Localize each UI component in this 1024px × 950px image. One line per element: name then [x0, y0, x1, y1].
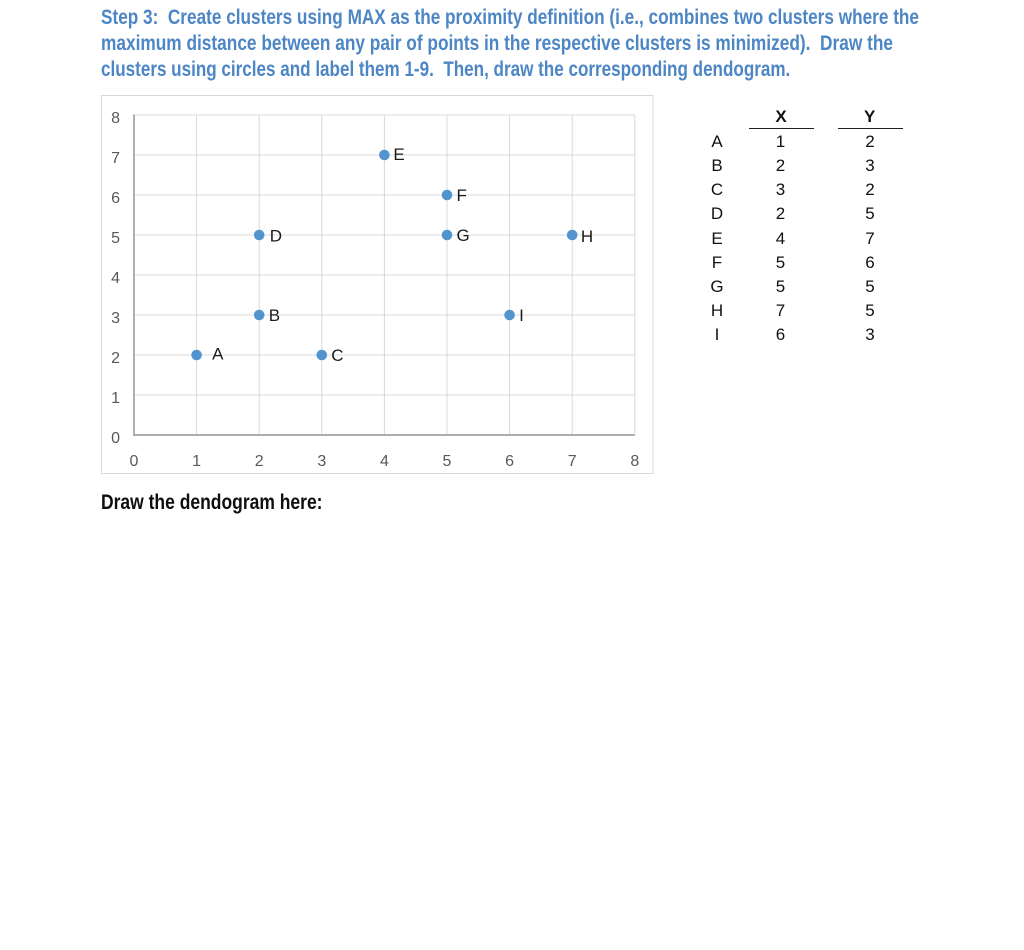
svg-text:3: 3: [317, 453, 326, 470]
svg-text:3: 3: [111, 310, 120, 327]
svg-text:5: 5: [111, 230, 120, 247]
svg-text:H: H: [581, 227, 593, 246]
svg-text:1: 1: [111, 390, 120, 407]
svg-text:4: 4: [111, 270, 120, 287]
svg-text:C: C: [331, 346, 343, 365]
svg-text:0: 0: [130, 453, 139, 470]
svg-text:G: G: [457, 226, 470, 245]
svg-text:I: I: [519, 306, 524, 325]
svg-text:1: 1: [192, 453, 201, 470]
svg-text:8: 8: [630, 453, 639, 470]
svg-text:7: 7: [568, 453, 577, 470]
svg-text:2: 2: [111, 350, 120, 367]
svg-text:7: 7: [111, 150, 120, 167]
svg-text:2: 2: [255, 453, 264, 470]
svg-text:5: 5: [443, 453, 452, 470]
svg-text:8: 8: [111, 110, 120, 127]
svg-text:D: D: [270, 226, 282, 245]
svg-text:4: 4: [380, 453, 389, 470]
svg-text:F: F: [457, 186, 467, 205]
svg-text:B: B: [269, 306, 280, 325]
svg-text:A: A: [212, 345, 224, 364]
svg-text:0: 0: [111, 430, 120, 447]
svg-text:6: 6: [111, 190, 120, 207]
svg-text:6: 6: [505, 453, 514, 470]
svg-text:E: E: [393, 145, 404, 164]
